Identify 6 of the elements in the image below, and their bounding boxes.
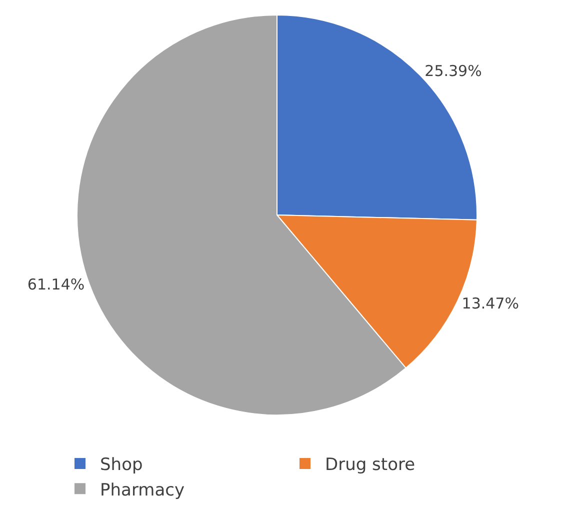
legend-label: Shop — [100, 455, 143, 476]
data-label: 61.14% — [27, 276, 85, 294]
legend-label: Drug store — [325, 455, 416, 476]
data-label: 13.47% — [462, 294, 519, 312]
legend-label: Pharmacy — [100, 480, 185, 500]
data-label: 25.39% — [424, 62, 482, 80]
